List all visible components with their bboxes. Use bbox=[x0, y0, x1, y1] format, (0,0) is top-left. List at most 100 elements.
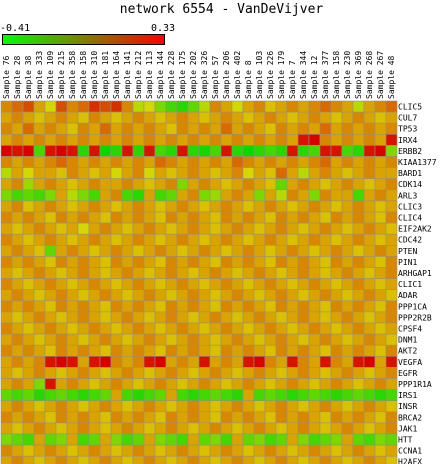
column-label: Sample 215 bbox=[57, 51, 66, 99]
heatmap-cell bbox=[352, 400, 365, 413]
heatmap-cell bbox=[308, 433, 321, 446]
heatmap-cell bbox=[154, 245, 167, 257]
heatmap-cell bbox=[385, 233, 398, 246]
heatmap-cell bbox=[374, 222, 387, 235]
column-label: Sample 38 bbox=[24, 55, 33, 99]
heatmap-cell bbox=[198, 300, 211, 313]
heatmap-cell bbox=[88, 400, 101, 413]
heatmap-cell bbox=[176, 411, 189, 424]
heatmap-cell bbox=[363, 422, 376, 435]
heatmap-cell bbox=[110, 355, 123, 368]
heatmap-cell bbox=[11, 355, 24, 368]
heatmap-cell bbox=[319, 222, 332, 235]
heatmap-cell bbox=[275, 333, 288, 346]
heatmap-cell bbox=[110, 267, 123, 279]
heatmap-cell bbox=[264, 367, 277, 379]
heatmap-cell bbox=[352, 222, 365, 235]
heatmap-cell bbox=[0, 145, 13, 157]
heatmap-cell bbox=[55, 267, 68, 279]
heatmap-cell bbox=[231, 156, 244, 168]
heatmap-cell bbox=[22, 233, 35, 246]
heatmap-cell bbox=[330, 278, 343, 291]
heatmap-cell bbox=[341, 333, 354, 346]
heatmap-cell bbox=[220, 122, 233, 135]
heatmap-cell bbox=[198, 289, 211, 302]
heatmap-cell bbox=[66, 233, 79, 246]
heatmap-cell bbox=[209, 400, 222, 413]
heatmap-cell bbox=[330, 178, 343, 191]
heatmap-cell bbox=[209, 178, 222, 191]
heatmap-cell bbox=[209, 134, 222, 146]
heatmap-cell bbox=[33, 389, 46, 402]
heatmap-cell bbox=[319, 134, 332, 146]
heatmap-cell bbox=[374, 167, 387, 180]
heatmap-cell bbox=[187, 156, 200, 168]
heatmap-cell bbox=[220, 211, 233, 224]
heatmap-cell bbox=[187, 278, 200, 291]
heatmap-cell bbox=[66, 311, 79, 324]
heatmap-cell bbox=[22, 367, 35, 379]
heatmap-cell bbox=[220, 134, 233, 146]
heatmap-cell bbox=[88, 344, 101, 357]
heatmap-cell bbox=[121, 433, 134, 446]
heatmap-cell bbox=[374, 134, 387, 146]
heatmap-cell bbox=[187, 167, 200, 180]
heatmap-cell bbox=[143, 311, 156, 324]
heatmap-cell bbox=[132, 278, 145, 291]
heatmap-cell bbox=[99, 367, 112, 379]
heatmap-cell bbox=[231, 211, 244, 224]
heatmap-cell bbox=[242, 311, 255, 324]
heatmap-cell bbox=[165, 289, 178, 302]
heatmap-cell bbox=[308, 111, 321, 124]
heatmap-cell bbox=[297, 200, 310, 213]
heatmap-cell bbox=[11, 167, 24, 180]
heatmap-cell bbox=[77, 189, 90, 202]
heatmap-cell bbox=[330, 355, 343, 368]
heatmap-cell bbox=[341, 167, 354, 180]
heatmap-cell bbox=[77, 156, 90, 168]
heatmap-cell bbox=[275, 455, 288, 464]
heatmap-cell bbox=[220, 200, 233, 213]
heatmap-cell bbox=[341, 100, 354, 113]
heatmap-cell bbox=[132, 211, 145, 224]
heatmap-cell bbox=[308, 455, 321, 464]
heatmap-cell bbox=[187, 267, 200, 279]
heatmap-cell bbox=[286, 211, 299, 224]
heatmap-cell bbox=[22, 278, 35, 291]
heatmap-cell bbox=[352, 433, 365, 446]
heatmap-cell bbox=[187, 355, 200, 368]
heatmap-cell bbox=[99, 300, 112, 313]
heatmap-cell bbox=[385, 211, 398, 224]
heatmap-cell bbox=[330, 344, 343, 357]
heatmap-cell bbox=[154, 289, 167, 302]
heatmap-cell bbox=[110, 311, 123, 324]
heatmap-cell bbox=[253, 411, 266, 424]
heatmap-cell bbox=[88, 289, 101, 302]
heatmap-cell bbox=[319, 267, 332, 279]
heatmap-cell bbox=[275, 300, 288, 313]
heatmap-cell bbox=[363, 245, 376, 257]
heatmap-cell bbox=[88, 256, 101, 268]
heatmap-cell bbox=[110, 300, 123, 313]
legend-max-label: 0.33 bbox=[151, 23, 176, 34]
column-label: Sample 226 bbox=[266, 51, 275, 99]
heatmap-cell bbox=[385, 278, 398, 291]
heatmap-cell bbox=[110, 333, 123, 346]
heatmap-cell bbox=[55, 245, 68, 257]
heatmap-cell bbox=[231, 278, 244, 291]
heatmap-cell bbox=[11, 100, 24, 113]
heatmap-cell bbox=[352, 100, 365, 113]
heatmap-cell bbox=[44, 311, 57, 324]
heatmap-cell bbox=[220, 389, 233, 402]
heatmap-cell bbox=[132, 455, 145, 464]
heatmap-cell bbox=[110, 344, 123, 357]
column-label: Sample 144 bbox=[156, 51, 165, 99]
row-label: CUL7 bbox=[398, 114, 417, 123]
heatmap-cell bbox=[341, 444, 354, 457]
heatmap-cell bbox=[44, 300, 57, 313]
heatmap-cell bbox=[253, 100, 266, 113]
heatmap-cell bbox=[231, 333, 244, 346]
heatmap-cell bbox=[33, 256, 46, 268]
heatmap-cell bbox=[187, 222, 200, 235]
heatmap-cell bbox=[0, 311, 13, 324]
